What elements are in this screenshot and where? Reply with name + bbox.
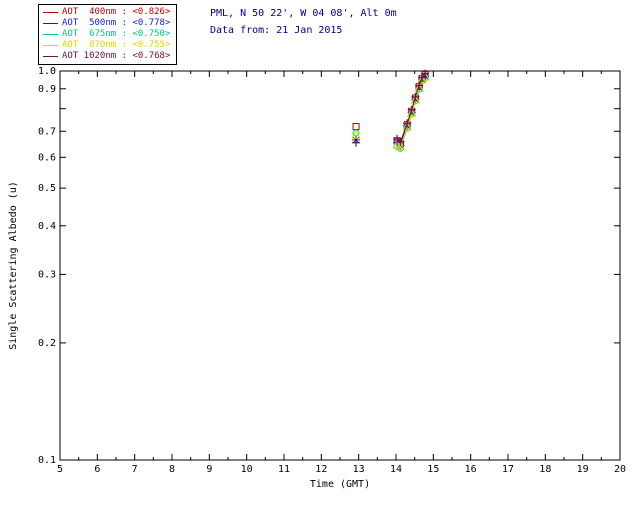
x-tick-label: 7: [132, 464, 138, 475]
x-tick-label: 6: [94, 464, 100, 475]
legend-line-sample-icon: [43, 12, 58, 13]
plot-header: PML, N 50 22', W 04 08', Alt 0m Data fro…: [210, 5, 397, 39]
x-tick-label: 10: [241, 464, 253, 475]
legend-entry-label: AOT 1020nm : <0.768>: [62, 51, 171, 61]
y-tick-label: 1.0: [38, 66, 56, 77]
marker-triangle: [414, 83, 425, 92]
legend-entry: AOT 500nm : <0.778>: [43, 18, 170, 29]
x-axis: 5 6 7 8 9 10 11 12 13 14 15 16 17 18 19 20 Time (GMT): [57, 71, 626, 490]
x-tick-label: 20: [614, 464, 626, 475]
legend-entry: AOT 870nm : <0.755>: [43, 40, 170, 51]
legend-entry-label: AOT 675nm : <0.750>: [62, 29, 171, 39]
legend-entry-label: AOT 500nm : <0.778>: [62, 18, 171, 28]
legend-line-sample-icon: [43, 56, 58, 57]
y-tick-label: 0.1: [38, 455, 56, 466]
legend-line-sample-icon: [43, 34, 58, 35]
x-tick-label: 12: [315, 464, 327, 475]
x-tick-label: 5: [57, 464, 63, 475]
plot-frame: [59, 70, 621, 461]
data-date: Data from: 21 Jan 2015: [210, 25, 343, 36]
legend-entry: AOT 1020nm : <0.768>: [43, 51, 170, 62]
legend-entry-label: AOT 870nm : <0.755>: [62, 40, 171, 50]
legend-entry: AOT 400nm : <0.826>: [43, 7, 170, 18]
x-axis-title: Time (GMT): [310, 479, 370, 490]
legend-entry-label: AOT 400nm : <0.826>: [62, 7, 171, 17]
legend: AOT 400nm : <0.826> AOT 500nm : <0.778> AO…: [38, 4, 178, 65]
x-tick-label: 8: [169, 464, 175, 475]
series-aot-870nm: [351, 72, 430, 151]
y-tick-label: 0.3: [38, 269, 56, 280]
y-tick-label: 0.6: [38, 152, 56, 163]
legend-line-sample-icon: [43, 45, 58, 46]
y-axis: 0.1 0.2 0.3 0.4 0.5 0.6 0.7 0.9 1.0 Single Scatte…: [8, 66, 620, 466]
marker-triangle: [351, 130, 361, 139]
x-tick-label: 13: [353, 464, 365, 475]
series-aot-675nm: [352, 74, 429, 152]
marker-circle: [352, 129, 360, 137]
x-tick-label: 9: [206, 464, 212, 475]
x-tick-label: 11: [278, 464, 290, 475]
x-tick-label: 18: [539, 464, 551, 475]
x-tick-label: 17: [502, 464, 514, 475]
series-aot-1020nm: [352, 69, 430, 147]
y-axis-title: Single Scattering Albedo (u): [8, 181, 19, 350]
y-tick-label: 0.4: [38, 221, 56, 232]
y-tick-label: 0.7: [38, 126, 56, 137]
y-tick-label: 0.9: [38, 84, 56, 95]
marker-square: [352, 122, 360, 130]
marker-triangle: [395, 141, 406, 151]
y-tick-label: 0.5: [38, 183, 56, 194]
marker-triangle: [406, 108, 417, 117]
x-tick-label: 15: [427, 464, 439, 475]
legend-line-sample-icon: [43, 23, 58, 24]
marker-triangle: [402, 121, 413, 131]
y-tick-label: 0.2: [38, 338, 56, 349]
site-info: PML, N 50 22', W 04 08', Alt 0m: [210, 8, 397, 19]
x-tick-label: 19: [577, 464, 589, 475]
x-tick-label: 16: [465, 464, 477, 475]
series-aot-400nm: [352, 71, 429, 148]
legend-entry: AOT 675nm : <0.750>: [43, 29, 170, 40]
marker-triangle: [410, 95, 421, 104]
x-tick-label: 14: [390, 464, 402, 475]
